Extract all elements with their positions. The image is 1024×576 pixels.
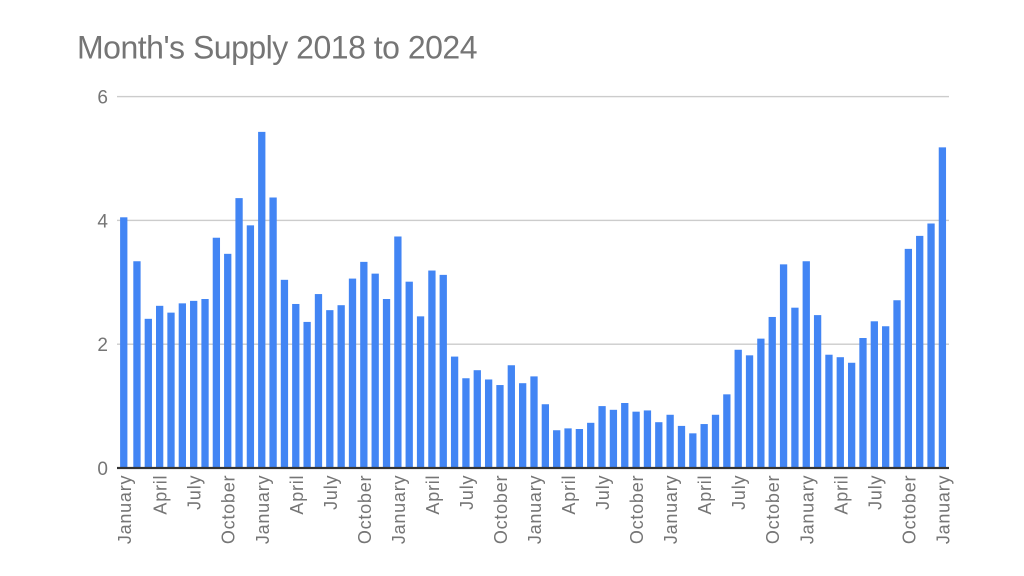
svg-text:July: July [593, 475, 613, 510]
svg-text:January: January [389, 475, 409, 544]
svg-text:October: October [219, 475, 239, 544]
svg-text:January: January [253, 475, 273, 544]
svg-text:July: July [865, 475, 885, 510]
svg-text:July: July [457, 475, 477, 510]
svg-text:April: April [695, 475, 715, 515]
svg-text:July: July [729, 475, 749, 510]
svg-text:January: January [661, 475, 681, 544]
svg-text:January: January [797, 475, 817, 544]
svg-text:October: October [763, 475, 783, 544]
svg-text:October: October [627, 475, 647, 544]
svg-text:2: 2 [97, 335, 108, 356]
svg-text:January: January [933, 475, 953, 544]
svg-text:April: April [287, 475, 307, 515]
svg-text:April: April [151, 475, 171, 515]
svg-text:July: July [185, 475, 205, 510]
svg-text:July: July [321, 475, 341, 510]
svg-text:4: 4 [97, 211, 108, 232]
svg-text:April: April [423, 475, 443, 515]
svg-text:January: January [115, 475, 135, 544]
svg-text:October: October [355, 475, 375, 544]
svg-text:January: January [525, 475, 545, 544]
svg-text:April: April [831, 475, 851, 515]
svg-text:6: 6 [97, 88, 108, 109]
svg-text:April: April [559, 475, 579, 515]
svg-text:October: October [899, 475, 919, 544]
svg-text:October: October [491, 475, 511, 544]
svg-text:Month's Supply 2018 to 2024: Month's Supply 2018 to 2024 [77, 30, 477, 66]
svg-text:0: 0 [97, 459, 108, 480]
